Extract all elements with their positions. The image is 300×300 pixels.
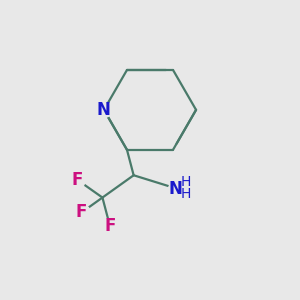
Text: F: F [71,171,83,189]
Text: N: N [97,101,111,119]
Text: F: F [104,217,116,235]
Text: H: H [181,175,191,189]
Text: N: N [168,180,182,198]
Text: H: H [181,187,191,201]
Text: F: F [76,203,87,221]
